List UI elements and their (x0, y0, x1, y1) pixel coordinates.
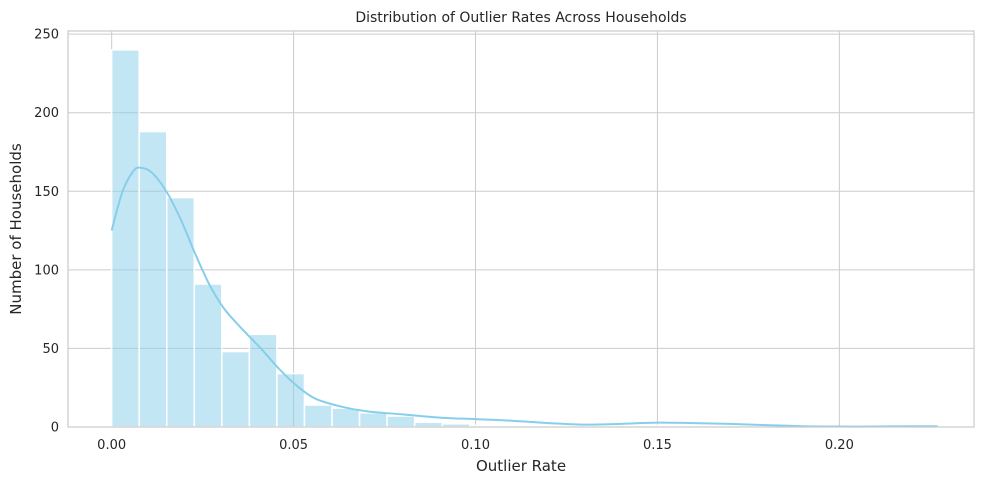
histogram-bar (166, 196, 196, 428)
x-tick-label: 0.20 (825, 438, 854, 453)
kde-curve-group (110, 166, 938, 428)
histogram-bar (303, 404, 333, 428)
histogram-bar (221, 350, 251, 428)
histogram-bar (138, 130, 168, 428)
y-tick-label: 100 (34, 263, 59, 278)
chart-title: Distribution of Outlier Rates Across Hou… (355, 10, 686, 26)
y-axis-label: Number of Households (7, 143, 25, 315)
histogram-bar (386, 415, 416, 428)
histogram-bar (413, 421, 443, 428)
histogram-bar (248, 333, 278, 428)
y-axis-ticks: 0 50 100 150 200 250 (34, 28, 59, 436)
x-tick-label: 0.15 (643, 438, 672, 453)
histogram-bar (193, 283, 223, 428)
x-axis-label: Outlier Rate (476, 457, 566, 475)
histogram-bar (110, 49, 140, 428)
y-tick-label: 150 (34, 185, 59, 200)
y-tick-label: 250 (34, 28, 59, 43)
y-tick-label: 0 (51, 421, 59, 436)
x-tick-label: 0.10 (461, 438, 490, 453)
x-tick-label: 0.05 (279, 438, 308, 453)
kde-curve (110, 166, 938, 428)
x-axis-ticks: 0.00 0.05 0.10 0.15 0.20 (97, 438, 854, 453)
histogram-bar (331, 407, 361, 428)
y-tick-label: 200 (34, 106, 59, 121)
y-tick-label: 50 (42, 342, 59, 357)
plot-frame (67, 30, 975, 428)
x-tick-label: 0.00 (97, 438, 126, 453)
histogram-bars (110, 49, 939, 428)
histogram-bar (276, 372, 306, 428)
histogram-bar (358, 412, 388, 428)
